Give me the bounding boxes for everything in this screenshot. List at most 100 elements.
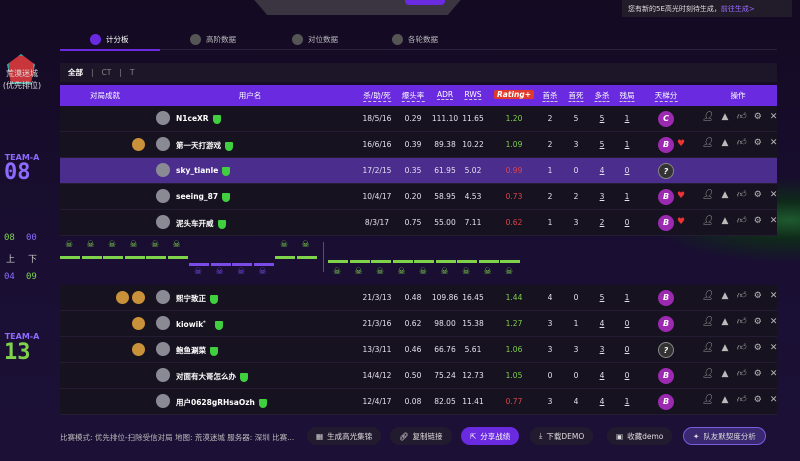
round-bar[interactable] [210, 263, 231, 266]
add-friend-icon[interactable]: 👤︎ [702, 112, 714, 122]
stat-clutch[interactable]: 0 [624, 218, 630, 227]
round-bar[interactable] [275, 256, 295, 259]
stat-multi[interactable]: 3 [599, 192, 605, 201]
user-settings-icon[interactable]: ⚙ [753, 317, 762, 327]
filter-ct[interactable]: CT [101, 68, 112, 77]
stat-multi[interactable]: 4 [599, 319, 605, 328]
top-button[interactable] [405, 0, 445, 5]
notice-link[interactable]: 前往生成> [720, 5, 755, 13]
versus-icon[interactable]: ✕ [769, 395, 778, 405]
player-row[interactable]: seeing_87 10/4/17 0.20 58.95 4.53 0.73 2 2 3 1 B ♥ 👤… [60, 184, 777, 210]
avatar[interactable] [156, 394, 170, 408]
user-settings-icon[interactable]: ⚙ [753, 190, 762, 200]
col-adr[interactable]: ADR [436, 90, 454, 100]
like-icon[interactable]: 👍︎ [736, 369, 746, 379]
like-icon[interactable]: 👍︎ [736, 138, 746, 148]
player-name[interactable]: 熙宁致正 [176, 293, 218, 304]
round-bar[interactable] [457, 260, 477, 263]
tab-advanced[interactable]: 高阶数据 [190, 28, 236, 50]
like-icon[interactable]: 👍︎ [736, 216, 746, 226]
player-row[interactable]: 用户0628gRHsaOzh 12/4/17 0.08 82.05 11.41 0.77 3… [60, 389, 777, 415]
user-settings-icon[interactable]: ⚙ [753, 112, 762, 122]
avatar[interactable] [156, 316, 170, 330]
stat-multi[interactable]: 4 [599, 166, 605, 175]
round-bar[interactable] [60, 256, 80, 259]
round-bar[interactable] [435, 260, 456, 263]
report-icon[interactable]: ▲ [721, 190, 729, 200]
add-friend-icon[interactable]: 👤︎ [702, 343, 714, 353]
add-friend-icon[interactable]: 👤︎ [702, 190, 714, 200]
player-row[interactable]: N1ceXR 18/5/16 0.29 111.10 11.65 1.20 2 5 5 1 C 👤︎ ▲… [60, 106, 777, 132]
add-friend-icon[interactable]: 👤︎ [702, 317, 714, 327]
versus-icon[interactable]: ✕ [769, 343, 778, 353]
like-icon[interactable]: 👍︎ [736, 317, 746, 327]
round-bar[interactable] [189, 263, 209, 266]
avatar[interactable] [156, 111, 170, 125]
user-settings-icon[interactable]: ⚙ [753, 291, 762, 301]
avatar[interactable] [156, 163, 170, 177]
stat-multi[interactable]: 5 [599, 114, 605, 123]
stat-clutch[interactable]: 1 [624, 114, 630, 123]
col-rating[interactable]: Rating+ [494, 90, 534, 99]
player-name[interactable]: kiowik゛ [176, 319, 223, 330]
player-row[interactable]: sky_tianle 17/2/15 0.35 61.95 5.02 0.99 1 0 4 0? [60, 158, 777, 184]
generate-highlights-button[interactable]: ▦ 生成高光集锦 [307, 427, 382, 445]
filter-all[interactable]: 全部 [68, 68, 83, 77]
round-bar[interactable] [296, 256, 317, 259]
teammate-analysis-button[interactable]: ✦ 队友默契度分析 [683, 427, 766, 445]
add-friend-icon[interactable]: 👤︎ [702, 138, 714, 148]
tab-scoreboard[interactable]: 计分板 [90, 28, 129, 50]
like-icon[interactable]: 👍︎ [736, 395, 746, 405]
versus-icon[interactable]: ✕ [769, 369, 778, 379]
col-fd[interactable]: 首死 [568, 91, 584, 102]
round-bar[interactable] [103, 256, 123, 259]
round-bar[interactable] [500, 260, 520, 263]
avatar[interactable] [156, 137, 170, 151]
player-row[interactable]: 泥头车开威 8/3/17 0.75 55.00 7.11 0.62 1 3 2 0 B ♥ 👤︎ ▲ 👍︎ ⚙… [60, 210, 777, 236]
report-icon[interactable]: ▲ [721, 343, 729, 353]
versus-icon[interactable]: ✕ [769, 317, 778, 327]
player-name[interactable]: 泥头车开威 [176, 218, 226, 229]
avatar[interactable] [156, 342, 170, 356]
filter-t[interactable]: T [129, 68, 135, 77]
round-bar[interactable] [81, 256, 102, 259]
player-name[interactable]: 鲍鱼涮菜 [176, 345, 218, 356]
stat-clutch[interactable]: 0 [624, 371, 630, 380]
player-row[interactable]: 鲍鱼涮菜 13/3/11 0.46 66.76 5.61 1.06 3 3 3 0? 👤︎ ▲ 👍︎ ⚙ ✕ [60, 337, 777, 363]
stat-clutch[interactable]: 1 [624, 397, 630, 406]
stat-multi[interactable]: 4 [599, 371, 605, 380]
user-settings-icon[interactable]: ⚙ [753, 343, 762, 353]
col-kad[interactable]: 杀/助/死 [363, 91, 391, 102]
round-bar[interactable] [124, 256, 145, 259]
stat-clutch[interactable]: 0 [624, 319, 630, 328]
report-icon[interactable]: ▲ [721, 395, 729, 405]
col-clutch[interactable]: 残局 [619, 91, 635, 102]
add-friend-icon[interactable]: 👤︎ [702, 291, 714, 301]
user-settings-icon[interactable]: ⚙ [753, 216, 762, 226]
report-icon[interactable]: ▲ [721, 216, 729, 226]
round-bar[interactable] [392, 260, 413, 263]
round-bar[interactable] [253, 263, 274, 266]
like-icon[interactable]: 👍︎ [736, 190, 746, 200]
round-bar[interactable] [349, 260, 370, 263]
stat-clutch[interactable]: 1 [624, 192, 630, 201]
share-button[interactable]: ⇱ 分享战绩 [461, 427, 520, 445]
round-bar[interactable] [328, 260, 348, 263]
tab-versus[interactable]: 对位数据 [292, 28, 338, 50]
col-rws[interactable]: RWS [464, 90, 482, 100]
avatar[interactable] [156, 215, 170, 229]
versus-icon[interactable]: ✕ [769, 291, 778, 301]
player-name[interactable]: sky_tianle [176, 166, 231, 176]
download-demo-button[interactable]: ⤓ 下载DEMO [530, 427, 594, 445]
col-hs[interactable]: 爆头率 [401, 91, 425, 102]
report-icon[interactable]: ▲ [721, 138, 729, 148]
player-name[interactable]: 用户0628gRHsaOzh [176, 397, 267, 408]
round-bar[interactable] [232, 263, 252, 266]
user-settings-icon[interactable]: ⚙ [753, 369, 762, 379]
report-icon[interactable]: ▲ [721, 291, 729, 301]
player-name[interactable]: seeing_87 [176, 192, 231, 202]
like-icon[interactable]: 👍︎ [736, 291, 746, 301]
versus-icon[interactable]: ✕ [769, 112, 778, 122]
round-bar[interactable] [478, 260, 499, 263]
col-multi[interactable]: 多杀 [594, 91, 610, 102]
